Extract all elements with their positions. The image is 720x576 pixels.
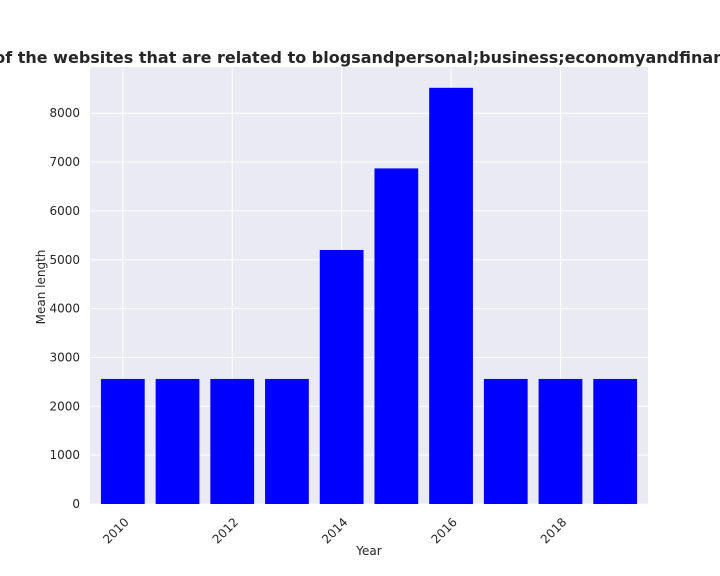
y-tick-label: 3000 (49, 350, 80, 364)
bar-2014 (319, 249, 364, 504)
x-tick-label: 2018 (538, 515, 569, 546)
bar-2017 (483, 378, 528, 504)
bar-2013 (265, 378, 309, 504)
x-tick-label: 2010 (100, 515, 131, 546)
y-tick-label: 1000 (49, 448, 80, 462)
bar-2019 (593, 378, 638, 504)
x-tick-label: 2016 (428, 515, 459, 546)
bar-2010 (100, 378, 145, 504)
y-tick-label: 4000 (49, 302, 80, 316)
x-tick-label: 2012 (210, 515, 241, 546)
x-axis-label: Year (355, 544, 381, 558)
y-axis-label: Mean length (34, 250, 48, 325)
y-tick-label: 7000 (49, 155, 80, 169)
y-tick-label: 5000 (49, 253, 80, 267)
bars (100, 87, 638, 505)
x-tick-labels: 2010 2012 2014 2016 2018 (100, 515, 569, 546)
y-tick-label: 2000 (49, 399, 80, 413)
y-tick-label: 8000 (49, 106, 80, 120)
y-tick-labels: 0 1000 2000 3000 4000 5000 6000 7000 8000 (49, 106, 80, 511)
y-tick-label: 6000 (49, 204, 80, 218)
bar-2011 (155, 378, 200, 504)
bar-2016 (429, 87, 473, 505)
chart-title: Mean length of privacy policies of the w… (0, 48, 720, 67)
bar-2015 (374, 168, 419, 504)
y-tick-label: 0 (72, 497, 80, 511)
bar-2012 (210, 378, 255, 504)
bar-2018 (538, 378, 583, 504)
x-tick-label: 2014 (319, 515, 350, 546)
